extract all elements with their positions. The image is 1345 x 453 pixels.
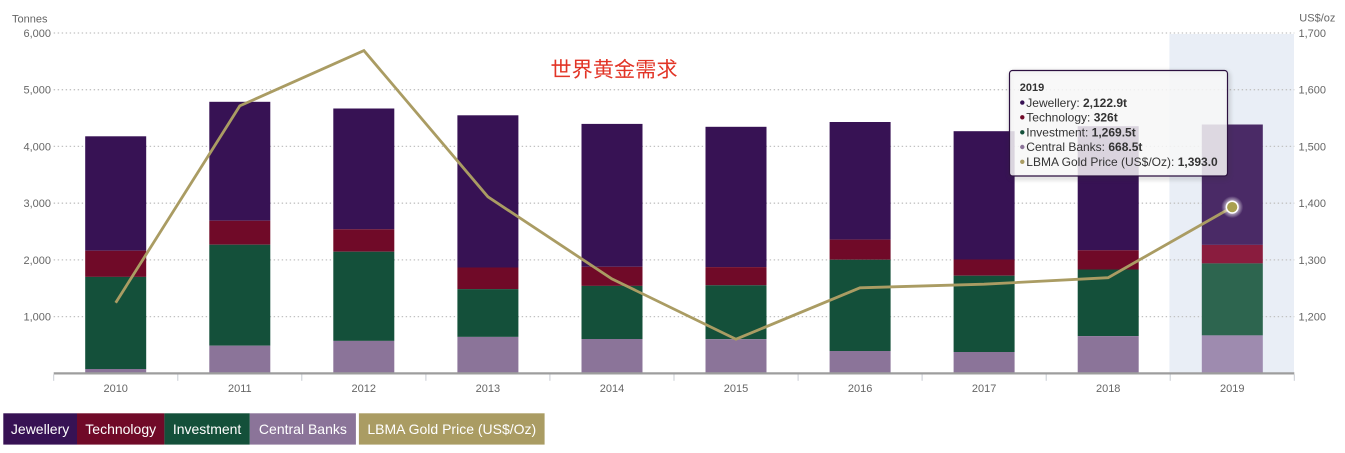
svg-text:2018: 2018 — [1096, 383, 1120, 395]
svg-text:Investment: Investment — [173, 421, 242, 437]
svg-text:2,000: 2,000 — [23, 255, 51, 267]
svg-text:2013: 2013 — [476, 383, 500, 395]
svg-text:1,300: 1,300 — [1299, 255, 1327, 267]
svg-text:US$/oz: US$/oz — [1299, 12, 1335, 24]
svg-text:Central Banks: Central Banks — [259, 421, 347, 437]
svg-text:1,500: 1,500 — [1299, 141, 1327, 153]
svg-text:Central Banks: 668.5t: Central Banks: 668.5t — [1026, 140, 1142, 154]
svg-text:1,200: 1,200 — [1299, 312, 1327, 324]
svg-text:6,000: 6,000 — [23, 28, 51, 40]
svg-text:2019: 2019 — [1220, 383, 1244, 395]
svg-text:Investment: 1,269.5t: Investment: 1,269.5t — [1026, 126, 1135, 140]
svg-text:Technology: 326t: Technology: 326t — [1026, 111, 1117, 125]
svg-text:4,000: 4,000 — [23, 141, 51, 153]
svg-text:2017: 2017 — [972, 383, 996, 395]
svg-text:1,000: 1,000 — [23, 312, 51, 324]
svg-text:2012: 2012 — [352, 383, 376, 395]
svg-text:3,000: 3,000 — [23, 198, 51, 210]
svg-text:1,400: 1,400 — [1299, 198, 1327, 210]
svg-text:Jewellery: 2,122.9t: Jewellery: 2,122.9t — [1026, 96, 1127, 110]
svg-text:5,000: 5,000 — [23, 85, 51, 97]
svg-text:Jewellery: Jewellery — [11, 421, 69, 437]
svg-text:Technology: Technology — [85, 421, 156, 437]
svg-text:LBMA Gold Price (US$/Oz): LBMA Gold Price (US$/Oz) — [367, 421, 536, 437]
svg-text:1,600: 1,600 — [1299, 85, 1327, 97]
svg-text:2010: 2010 — [103, 383, 127, 395]
svg-text:2015: 2015 — [724, 383, 748, 395]
svg-text:2016: 2016 — [848, 383, 872, 395]
svg-text:1,700: 1,700 — [1299, 28, 1327, 40]
svg-text:2011: 2011 — [228, 383, 252, 395]
svg-text:LBMA Gold Price (US$/Oz): 1,39: LBMA Gold Price (US$/Oz): 1,393.0 — [1026, 155, 1218, 169]
svg-text:Tonnes: Tonnes — [12, 13, 48, 25]
svg-text:2014: 2014 — [600, 383, 624, 395]
svg-text:2019: 2019 — [1020, 82, 1044, 94]
